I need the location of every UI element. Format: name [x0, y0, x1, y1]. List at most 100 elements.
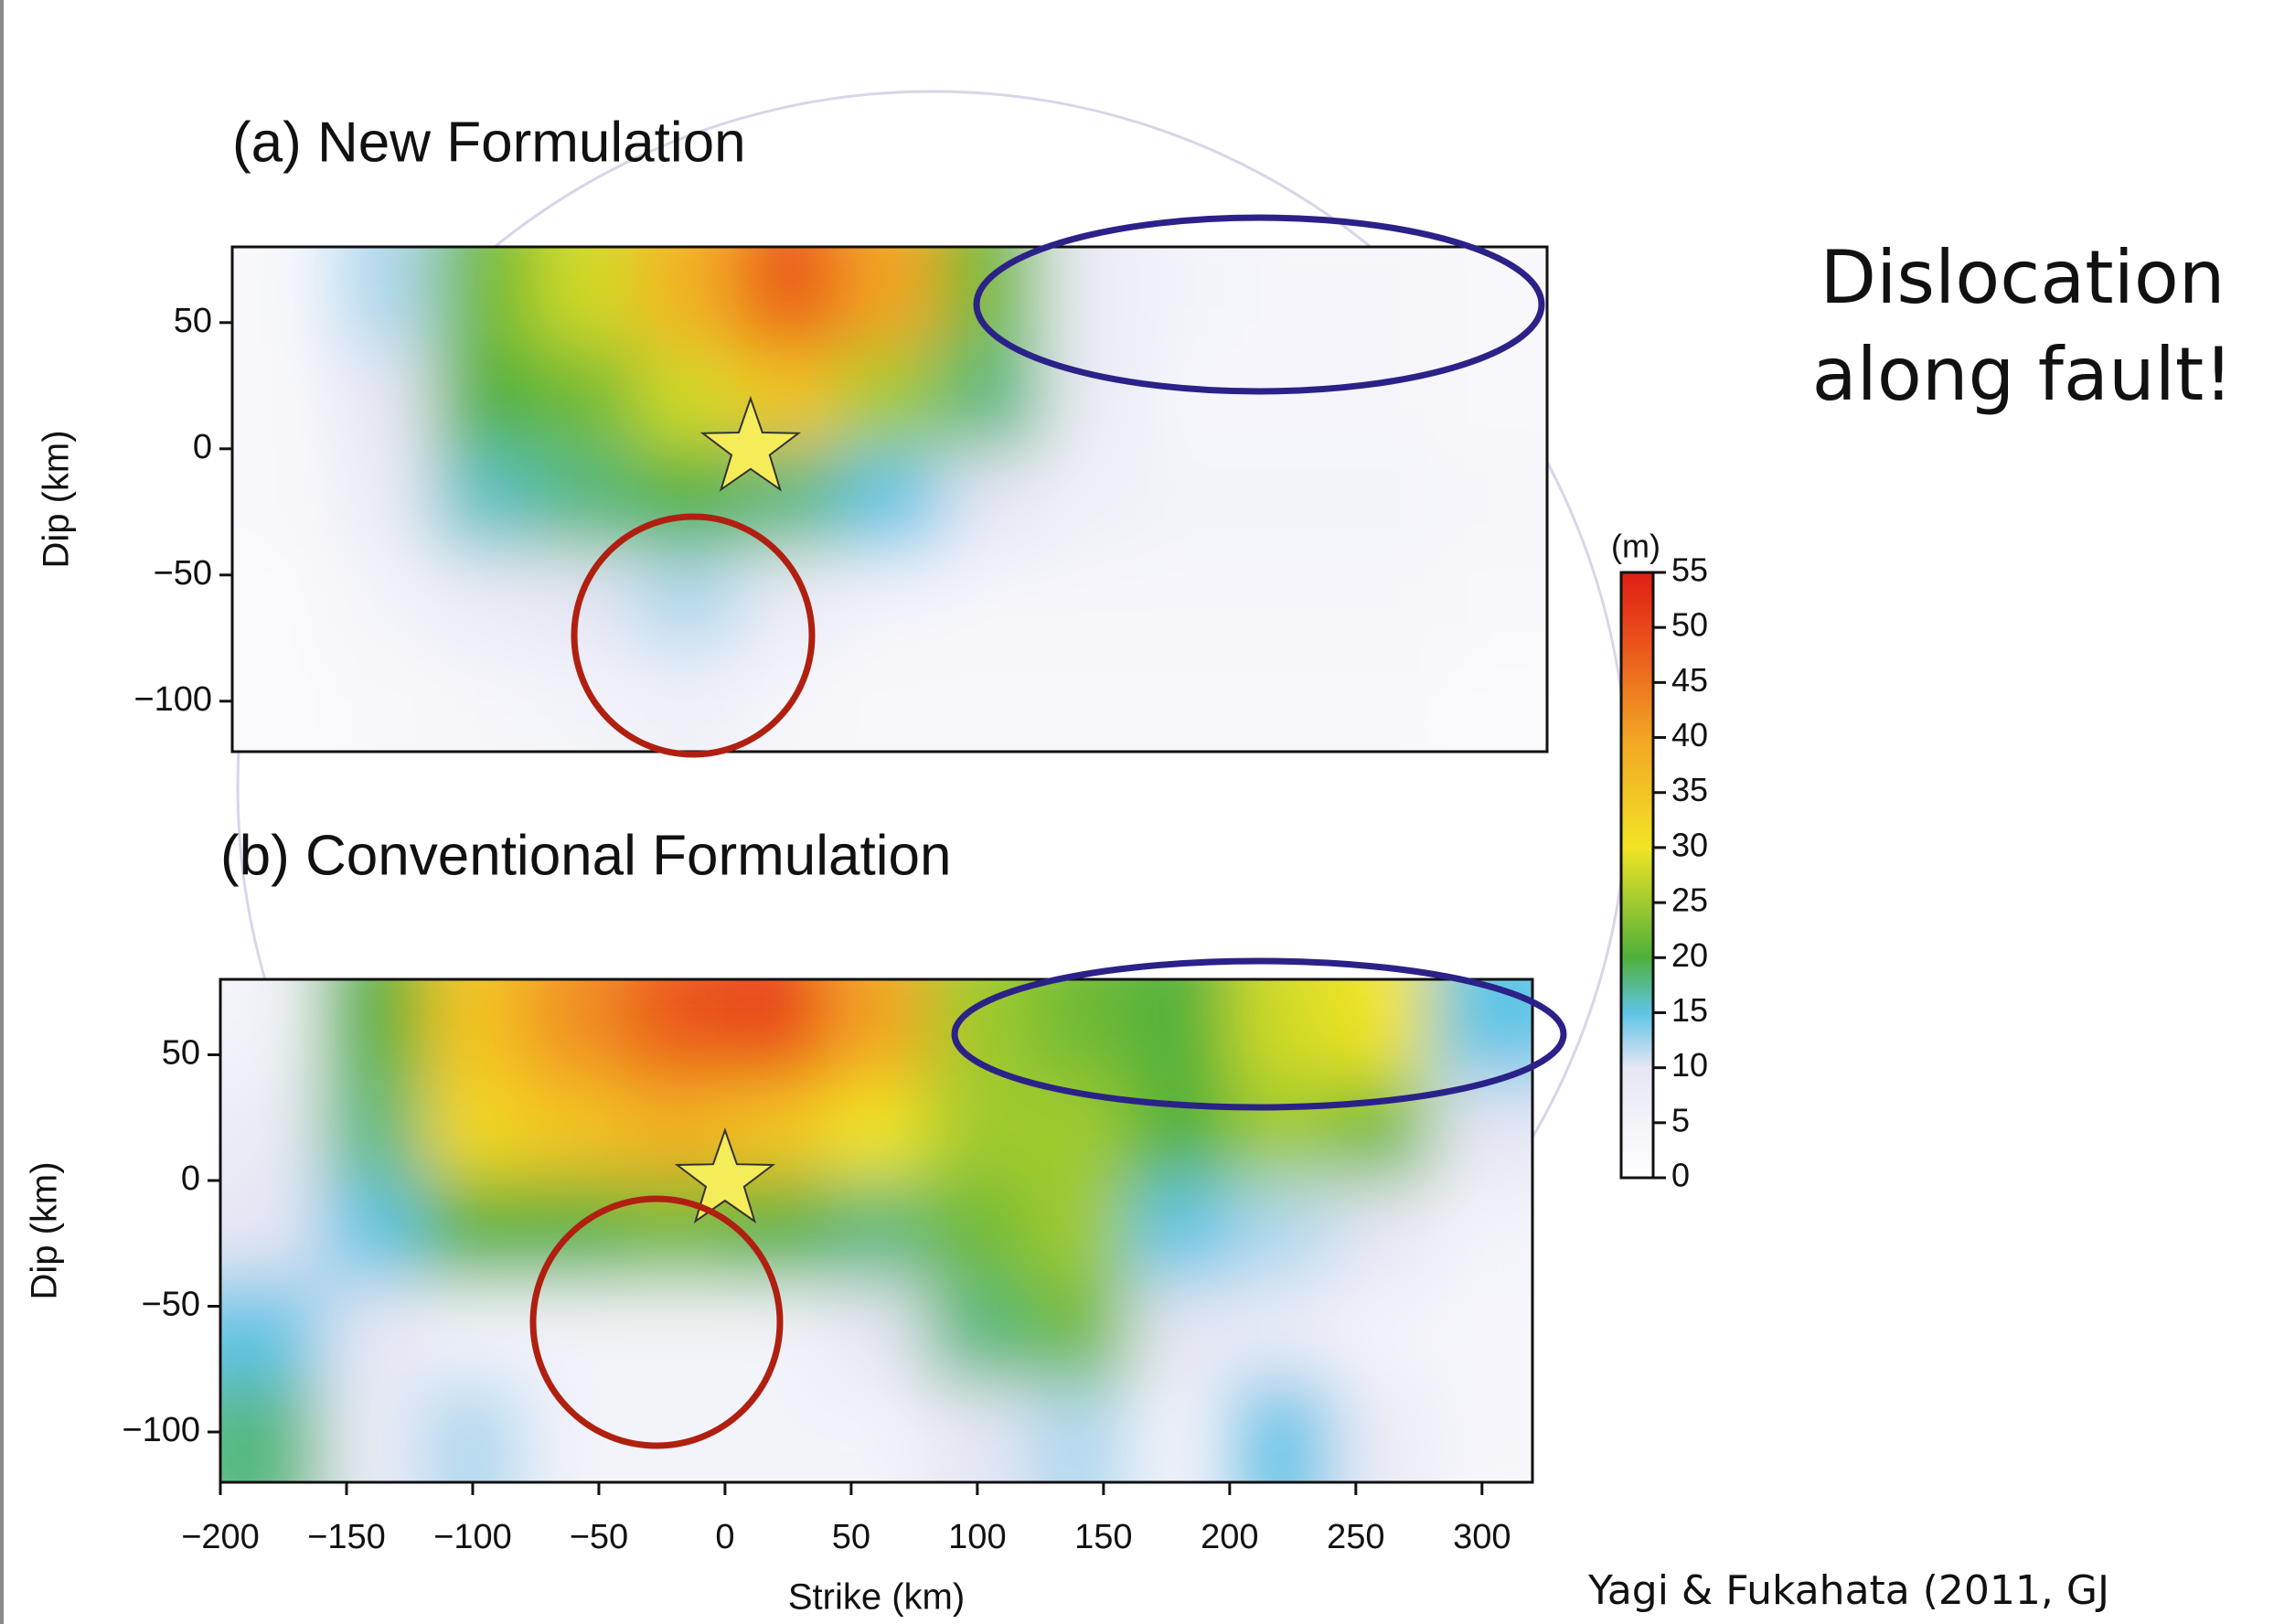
heatmap-cell: [927, 1382, 1029, 1538]
x-tick-label: 250: [1327, 1518, 1384, 1556]
y-tick-label: 50: [162, 1034, 200, 1073]
heatmap-cell: [625, 1382, 726, 1538]
heatmap-cell: [1432, 1281, 1588, 1383]
heatmap-cell: [1446, 651, 1603, 807]
heatmap-cell: [434, 449, 537, 550]
heatmap-cells: [165, 924, 1588, 1538]
x-tick-label: 300: [1453, 1518, 1511, 1556]
heatmap-cell: [1143, 449, 1245, 550]
colorbar-tick-label: 45: [1671, 661, 1708, 699]
colorbar-tick-label: 55: [1671, 551, 1708, 589]
heatmap-cell: [1244, 449, 1346, 550]
heatmap-cell: [1345, 550, 1447, 651]
heatmap-cell: [1041, 192, 1144, 348]
panel-title: (a) New Formulation: [232, 111, 746, 174]
y-tick-label: 50: [174, 302, 212, 340]
heatmap-cell: [1041, 449, 1144, 550]
heatmap-cell: [321, 1281, 422, 1383]
heatmap-cell: [434, 550, 537, 651]
y-tick-label: 0: [193, 428, 212, 466]
x-tick-label: −150: [307, 1518, 386, 1556]
heatmap-cell: [839, 192, 942, 348]
x-tick-label: 150: [1074, 1518, 1132, 1556]
heatmap: [165, 924, 1588, 1538]
colorbar-tick-label: 0: [1671, 1157, 1690, 1194]
colorbar-tick-label: 5: [1671, 1101, 1690, 1138]
x-tick-label: 0: [715, 1518, 734, 1556]
colorbar-tick-label: 25: [1671, 881, 1708, 919]
heading-line: Dislocation: [1820, 235, 2226, 320]
heading-line: along fault!: [1812, 332, 2234, 417]
heatmap-cell: [1244, 651, 1346, 807]
heatmap-cell: [434, 347, 537, 449]
heatmap-cell: [636, 651, 739, 807]
x-tick-label: 50: [832, 1518, 870, 1556]
heatmap-cell: [1041, 550, 1144, 651]
heatmap-cell: [434, 651, 537, 807]
heatmap-cell: [1432, 924, 1588, 1081]
heatmap-cell: [334, 192, 436, 348]
heatmap-cells: [177, 192, 1603, 807]
heatmap-cell: [1330, 1281, 1432, 1383]
heatmap-cell: [839, 347, 942, 449]
heatmap-cell: [636, 192, 739, 348]
y-tick-label: −50: [154, 554, 212, 593]
colorbar-tick-label: 20: [1671, 936, 1708, 974]
heatmap-cell: [422, 1080, 524, 1181]
chart-layer: (a) New Formulation−100−50050Dip (km)(b)…: [25, 111, 1708, 1617]
heatmap-cell: [636, 550, 739, 651]
heatmap-cell: [1128, 924, 1230, 1081]
citation: Yagi & Fukahata (2011, GJ: [1587, 1567, 2109, 1614]
x-axis-label: Strike (km): [788, 1577, 965, 1618]
y-axis-label: Dip (km): [37, 430, 77, 568]
heatmap-cell: [334, 449, 436, 550]
heatmap-cell: [1230, 1382, 1331, 1538]
heatmap-cell: [321, 1080, 422, 1181]
heatmap-cell: [725, 1382, 827, 1538]
heatmap-cell: [422, 1181, 524, 1282]
heatmap-cell: [523, 924, 625, 1081]
slide-edge: [0, 0, 4, 1624]
heatmap-cell: [738, 651, 840, 807]
heatmap-cell: [826, 1281, 927, 1383]
heatmap-cell: [523, 1382, 625, 1538]
heatmap-cell: [940, 651, 1042, 807]
heatmap-cell: [940, 347, 1042, 449]
heatmap-cell: [422, 1281, 524, 1383]
heatmap-cell: [1028, 1181, 1129, 1282]
x-tick-label: −200: [181, 1518, 260, 1556]
heatmap-cell: [1143, 347, 1245, 449]
heatmap-cell: [1446, 192, 1603, 348]
heatmap-cell: [940, 550, 1042, 651]
heatmap-cell: [826, 1382, 927, 1538]
x-tick-label: −100: [433, 1518, 512, 1556]
heatmap-cell: [1345, 192, 1447, 348]
heatmap-cell: [523, 1080, 625, 1181]
heatmap-cell: [1345, 651, 1447, 807]
heatmap-cell: [1446, 550, 1603, 651]
heatmap-cell: [839, 550, 942, 651]
heatmap-cell: [1028, 924, 1129, 1081]
heatmap-cell: [1230, 924, 1331, 1081]
heatmap-cell: [1230, 1181, 1331, 1282]
heatmap-cell: [940, 449, 1042, 550]
heatmap-cell: [1345, 347, 1447, 449]
heatmap-cell: [1028, 1382, 1129, 1538]
heatmap-cell: [1432, 1181, 1588, 1282]
heatmap-cell: [1143, 550, 1245, 651]
heatmap-cell: [1128, 1181, 1230, 1282]
heatmap-cell: [536, 347, 638, 449]
colorbar-tick-label: 40: [1671, 716, 1708, 753]
heatmap-cell: [434, 192, 537, 348]
heatmap-cell: [738, 192, 840, 348]
heatmap-cell: [1432, 1382, 1588, 1538]
heatmap-cell: [826, 1080, 927, 1181]
heatmap-cell: [927, 1080, 1029, 1181]
colorbar-tick-label: 50: [1671, 606, 1708, 644]
y-tick-label: −100: [133, 680, 212, 719]
heatmap-cell: [625, 1281, 726, 1383]
heatmap-cell: [422, 924, 524, 1081]
heatmap: [177, 192, 1603, 807]
heatmap-cell: [839, 651, 942, 807]
